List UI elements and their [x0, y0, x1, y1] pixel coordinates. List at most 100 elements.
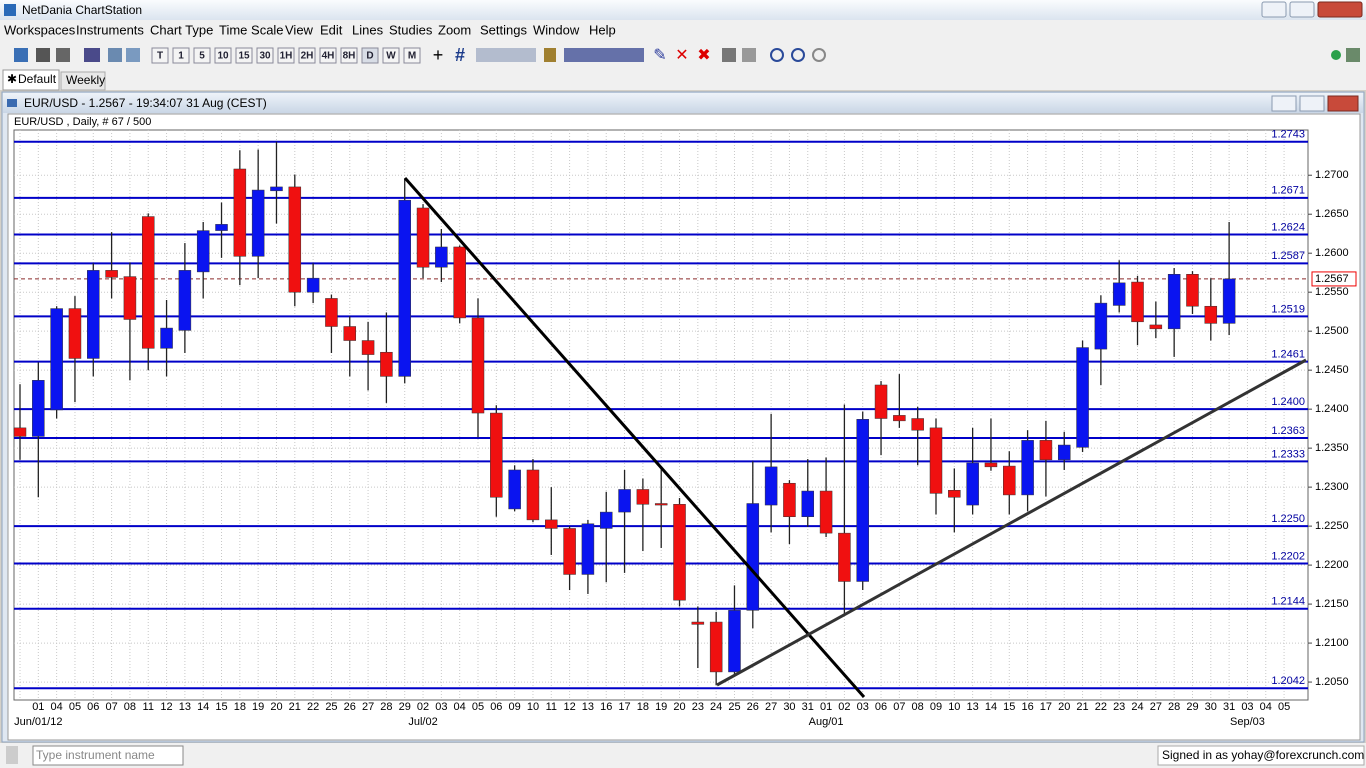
timeframe-button[interactable] — [340, 47, 358, 64]
tool-icon[interactable] — [56, 48, 70, 62]
trend-line[interactable] — [403, 177, 866, 698]
timeframe-button[interactable] — [172, 47, 190, 64]
zoom-reset-icon[interactable] — [812, 48, 826, 62]
x-tick-label: 04 — [1260, 701, 1272, 713]
last-price-box — [1311, 271, 1357, 287]
close-button[interactable] — [1327, 95, 1359, 112]
timeframe-button[interactable] — [319, 47, 337, 64]
candle-body — [471, 317, 485, 414]
menu-item[interactable]: Studies — [389, 22, 433, 37]
delete-all-icon[interactable]: ✖ — [697, 47, 710, 64]
candle-body — [1112, 282, 1126, 306]
grip — [6, 746, 18, 764]
timeframe-button[interactable] — [235, 47, 253, 64]
timeframe-button[interactable] — [277, 47, 295, 64]
candle-body — [13, 427, 27, 437]
menu-item[interactable]: Zoom — [438, 22, 471, 37]
candle-body — [581, 523, 595, 575]
y-tick-label: 1.2250 — [1315, 520, 1349, 532]
level-label: 1.2363 — [1271, 425, 1305, 437]
timeframe-button[interactable] — [151, 47, 169, 64]
delete-icon[interactable]: ✕ — [675, 47, 688, 64]
tool-icon[interactable] — [544, 48, 556, 62]
y-tick-label: 1.2300 — [1315, 481, 1349, 493]
timeframe-button[interactable] — [382, 47, 400, 64]
tool-icon[interactable] — [108, 48, 122, 62]
candle-body — [636, 489, 650, 505]
timeframe-button[interactable] — [298, 47, 316, 64]
tool-icon[interactable]: ✎ — [653, 47, 666, 64]
candle-body — [288, 186, 302, 293]
print-icon[interactable] — [722, 48, 736, 62]
plot: 1.2050 1.2100 1.2150 1.2200 1.2250 1.2300 1.23… — [13, 129, 1357, 728]
tab[interactable] — [60, 71, 106, 91]
menu-item[interactable]: View — [285, 22, 314, 37]
instrument-search[interactable] — [32, 745, 184, 766]
tool-icon[interactable] — [1346, 48, 1360, 62]
level-label: 1.2042 — [1271, 675, 1305, 687]
menu-item[interactable]: Help — [589, 22, 616, 37]
search-placeholder: Type instrument name — [36, 748, 155, 762]
level-label: 1.2743 — [1271, 129, 1305, 141]
menu-item[interactable]: Instruments — [76, 22, 144, 37]
level-label: 1.2671 — [1271, 185, 1305, 197]
menu-item[interactable]: Time Scale — [219, 22, 284, 37]
timeframe-button[interactable] — [403, 47, 421, 64]
candle-body — [618, 489, 631, 513]
candle-body — [1186, 274, 1199, 307]
timeframe-button[interactable] — [193, 47, 211, 64]
timeframe-button[interactable] — [361, 47, 379, 64]
zoom-in-icon[interactable] — [770, 48, 784, 62]
menu-item[interactable]: Settings — [480, 22, 527, 37]
x-tick-label: 16 — [600, 701, 612, 713]
candle-body — [1039, 440, 1053, 461]
menu-item[interactable]: Lines — [352, 22, 384, 37]
x-tick-label: 03 — [1241, 701, 1253, 713]
candle-body — [654, 503, 668, 506]
x-tick-label: 12 — [563, 701, 575, 713]
timeframe-button[interactable] — [256, 47, 274, 64]
candle-body — [416, 207, 430, 268]
y-tick-label: 1.2200 — [1315, 559, 1349, 571]
candle-body — [783, 482, 796, 518]
x-group-label: Aug/01 — [809, 716, 844, 728]
candle-body — [838, 532, 851, 582]
zoom-out-icon[interactable] — [791, 48, 805, 62]
candle-body — [764, 466, 778, 506]
minimize-button[interactable] — [1271, 95, 1297, 112]
tool-icon[interactable] — [36, 48, 50, 62]
candle-body — [1021, 440, 1034, 496]
x-tick-label: 03 — [435, 701, 447, 713]
tool-icon[interactable] — [126, 48, 140, 62]
restore-button[interactable] — [1299, 95, 1325, 112]
tool-icon[interactable] — [14, 48, 28, 62]
tool-icon[interactable] — [84, 48, 100, 62]
timeframe-button[interactable] — [214, 47, 232, 64]
tab-label[interactable]: Weekly — [66, 73, 105, 87]
x-tick-label: 08 — [912, 701, 924, 713]
minimize-button[interactable] — [1261, 1, 1287, 18]
timeframe-label: T — [157, 51, 163, 62]
candle-body — [874, 384, 888, 419]
title-bar — [0, 0, 1366, 20]
tab-label[interactable]: Default — [18, 72, 57, 86]
trend-line[interactable] — [716, 358, 1307, 687]
maximize-button[interactable] — [1289, 1, 1315, 18]
timeframe-label: D — [366, 51, 373, 62]
menu-item[interactable]: Window — [533, 22, 580, 37]
x-tick-label: 11 — [143, 701, 154, 713]
crosshair-icon[interactable]: + — [433, 45, 444, 65]
candle-body — [490, 412, 503, 498]
x-tick-label: 04 — [51, 701, 63, 713]
menu-item[interactable]: Chart Type — [150, 22, 213, 37]
menu-item[interactable]: Workspaces — [4, 22, 76, 37]
close-button[interactable] — [1317, 1, 1363, 18]
tool-icon[interactable] — [564, 48, 644, 62]
menu-item[interactable]: Edit — [320, 22, 343, 37]
tool-icon[interactable] — [476, 48, 536, 62]
x-tick-label: 20 — [270, 701, 282, 713]
grid-icon[interactable]: # — [455, 45, 465, 65]
preview-icon[interactable] — [742, 48, 756, 62]
status-bar — [0, 743, 1366, 768]
tab-active[interactable] — [2, 69, 60, 91]
